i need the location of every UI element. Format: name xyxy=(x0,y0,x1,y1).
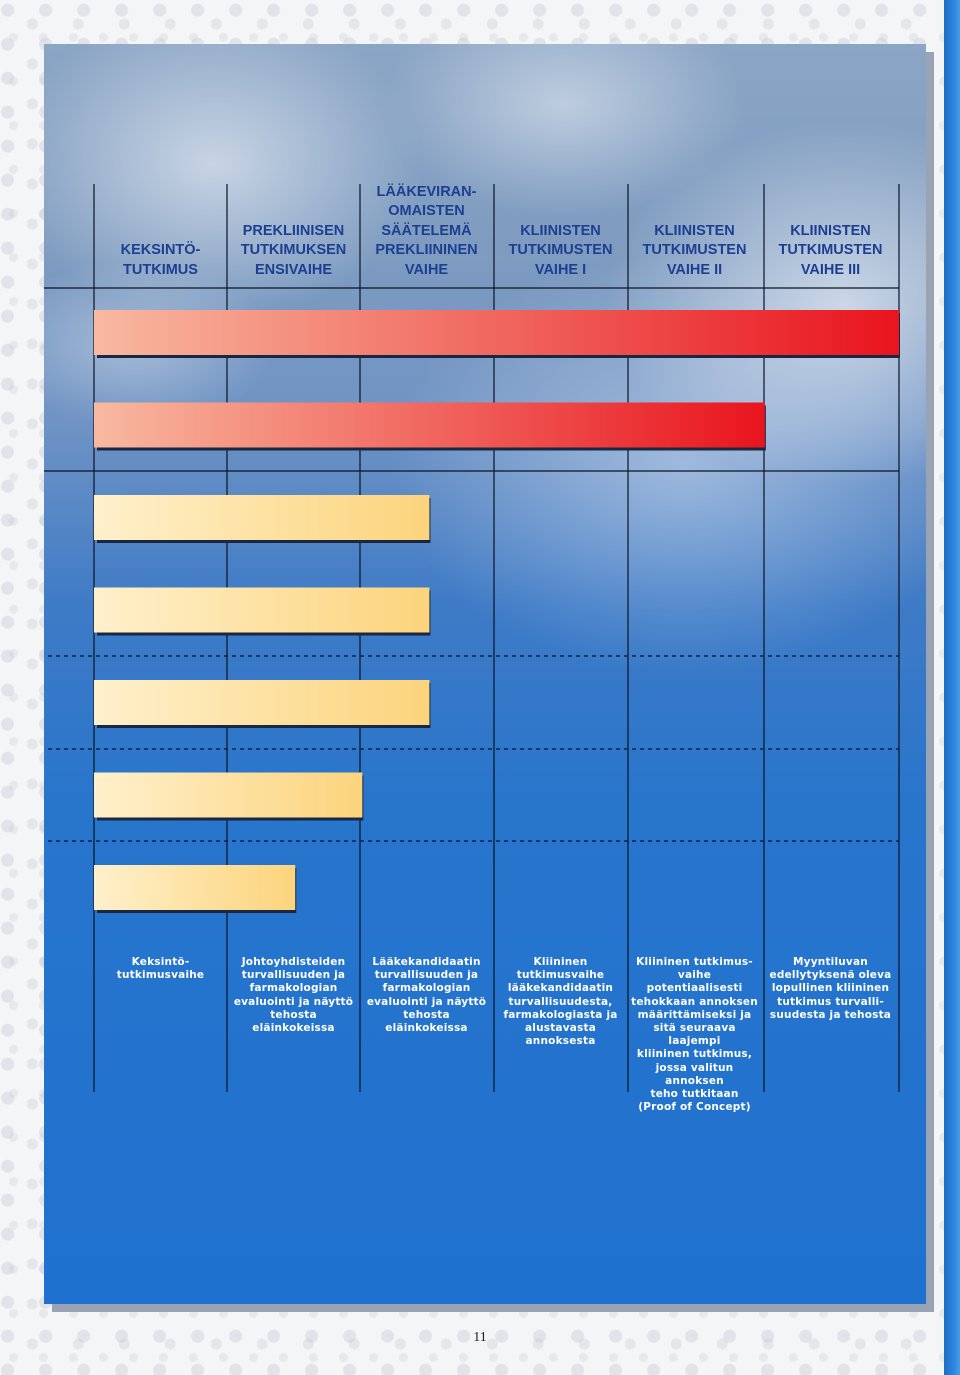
bar-series xyxy=(94,310,900,913)
phase-header-5: KLIINISTEN TUTKIMUSTEN VAIHE II xyxy=(642,222,747,278)
phase-description-5: Kliininen tutkimus- vaihe potentiaalises… xyxy=(631,956,758,1114)
phase-description-3: Lääkekandidaatin turvallisuuden ja farma… xyxy=(366,956,487,1035)
phase-header-6: KLIINISTEN TUTKIMUSTEN VAIHE III xyxy=(778,222,883,278)
phase-description-4: Kliininen tutkimusvaihe lääkekandidaatin… xyxy=(503,956,618,1048)
phase-description-6: Myyntiluvan edellytyksenä oleva lopullin… xyxy=(769,956,892,1021)
bar-2 xyxy=(94,402,765,448)
phase-header-2: PREKLIINISEN TUTKIMUKSEN ENSIVAIHE xyxy=(240,222,347,278)
bar-4 xyxy=(94,587,430,633)
bar-3 xyxy=(94,495,430,540)
phase-description-1: Keksintö- tutkimusvaihe xyxy=(116,956,205,982)
bar-chart xyxy=(44,184,900,1092)
bar-1 xyxy=(94,310,899,355)
bar-7 xyxy=(94,865,296,910)
phase-header-1: KEKSINTÖ- TUTKIMUS xyxy=(120,242,201,278)
chart-panel: KEKSINTÖ- TUTKIMUS PREKLIINISEN TUTKIMUK… xyxy=(44,44,926,1304)
phase-description-2: Johtoyhdisteiden turvallisuuden ja farma… xyxy=(233,956,354,1035)
right-edge-strip xyxy=(944,0,960,1375)
page-number: 11 xyxy=(473,1330,487,1345)
bar-5 xyxy=(94,680,430,725)
phase-header-3: LÄÄKEVIRAN- OMAISTEN SÄÄTELEMÄ PREKLIINI… xyxy=(375,183,478,278)
phase-header-4: KLIINISTEN TUTKIMUSTEN VAIHE I xyxy=(508,222,613,278)
bar-6 xyxy=(94,772,363,818)
